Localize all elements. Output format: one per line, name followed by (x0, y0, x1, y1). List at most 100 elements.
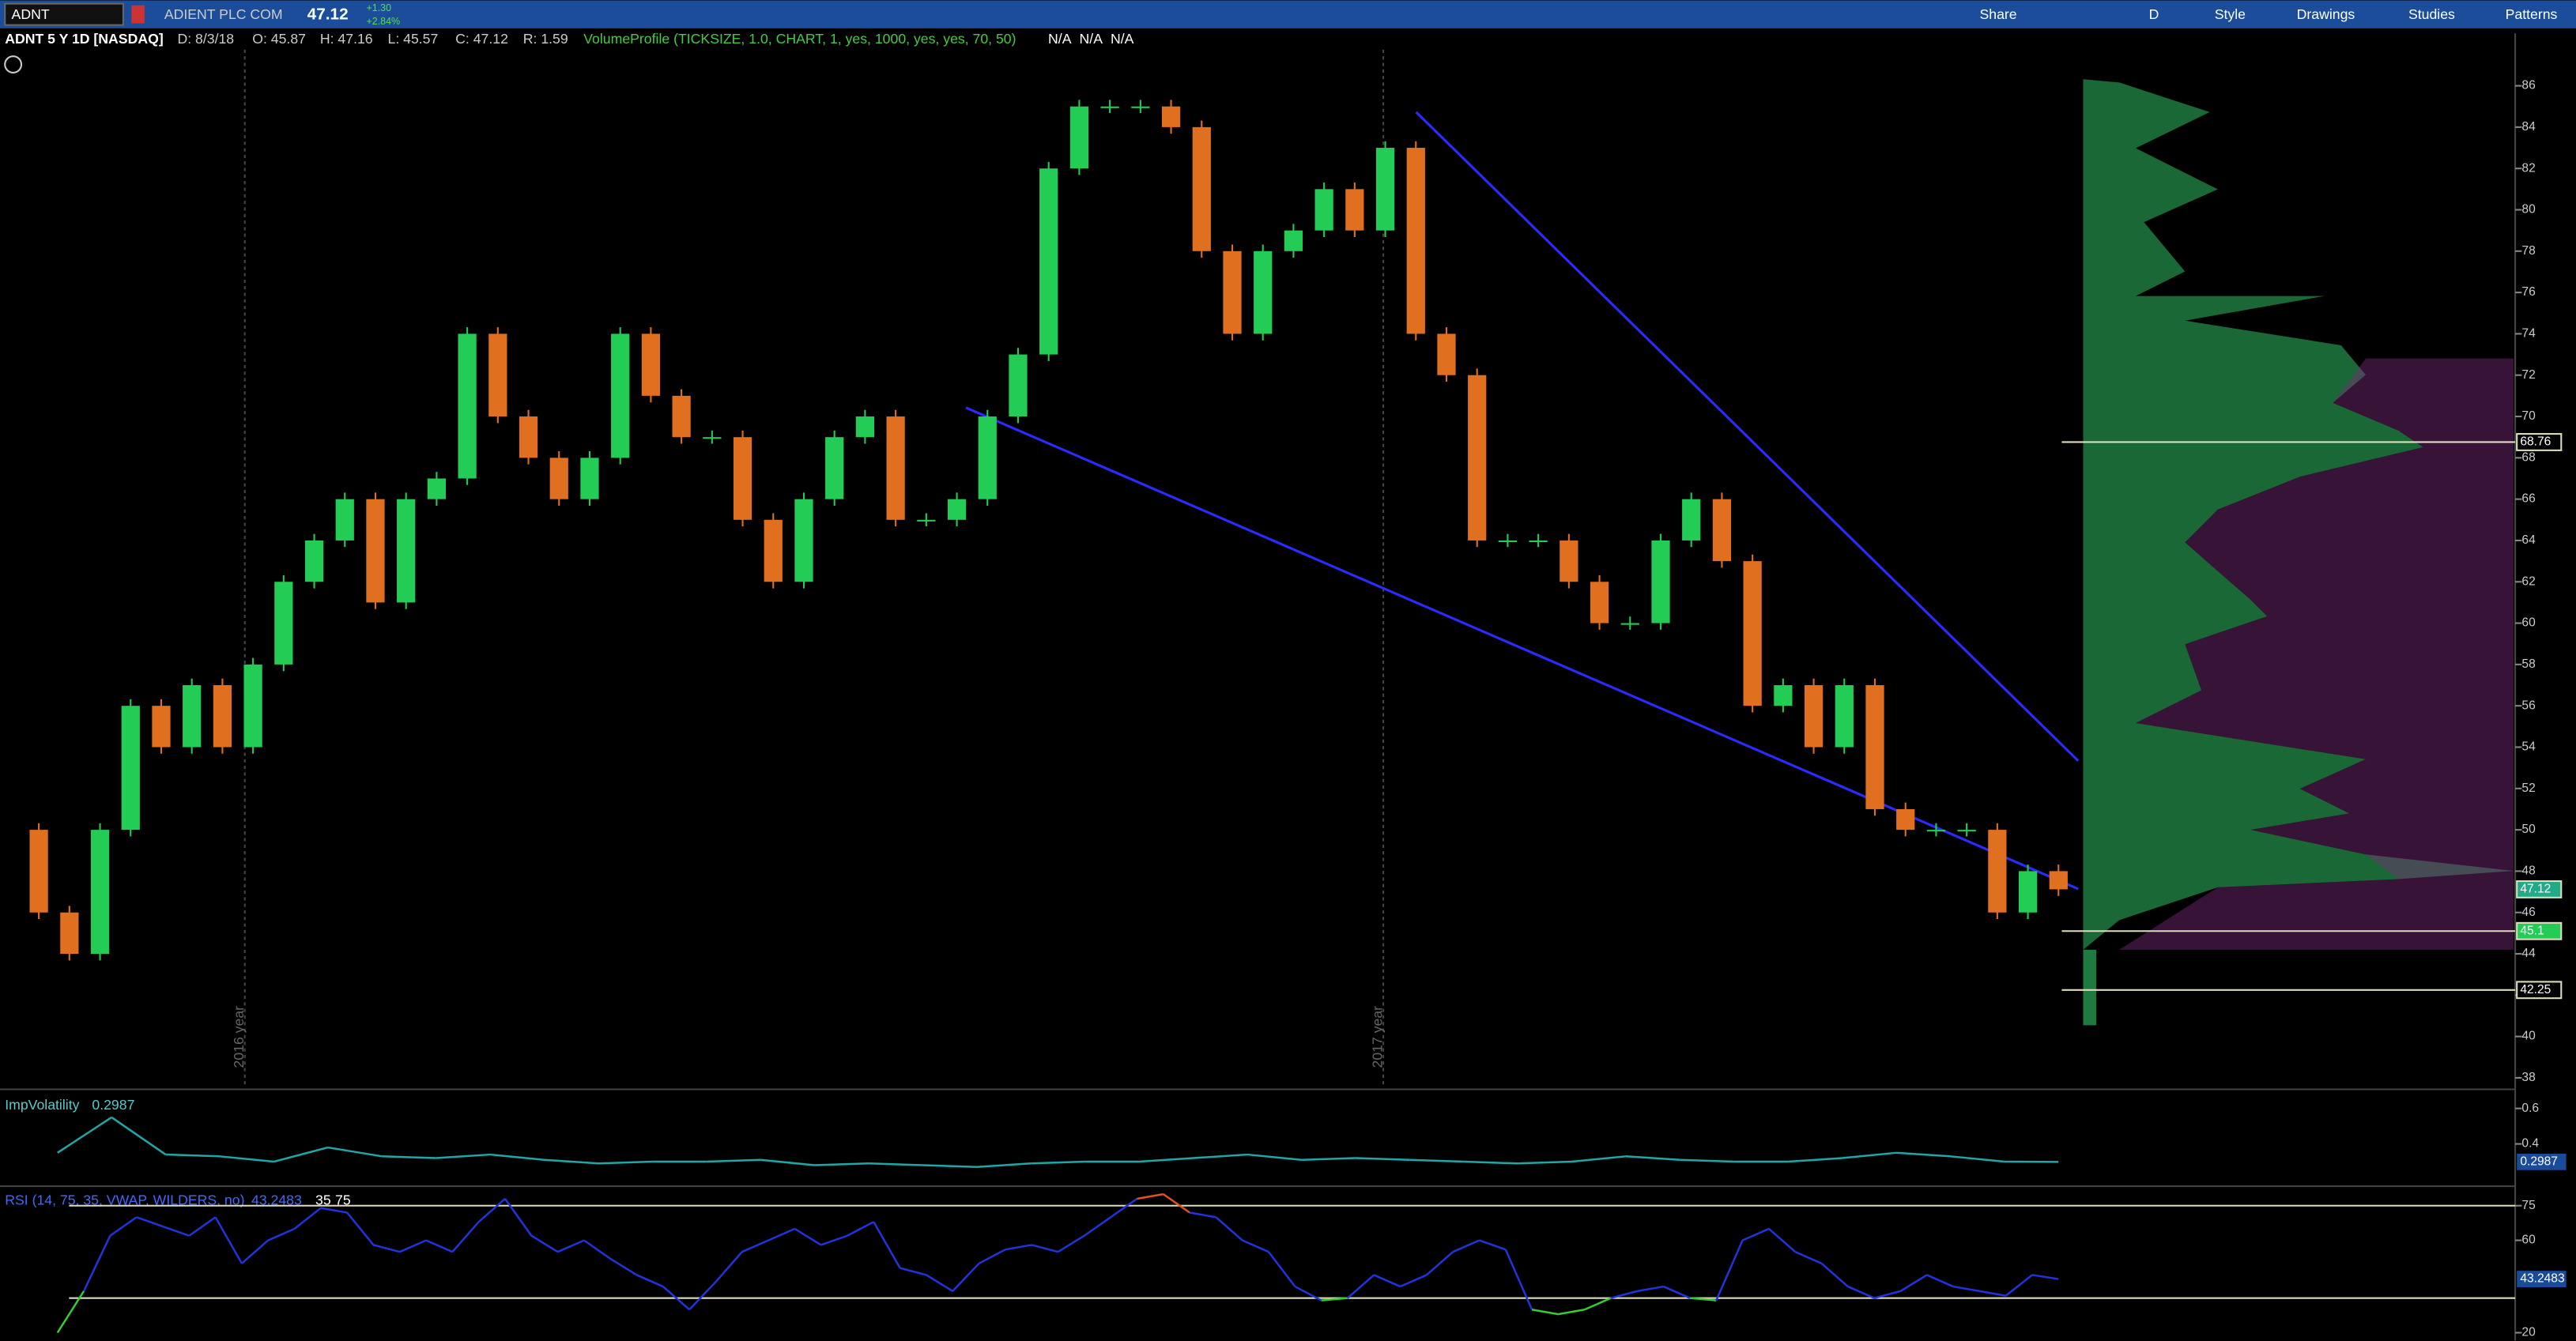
rsi-title: RSI (14, 75, 35, VWAP, WILDERS, no) (5, 1192, 244, 1208)
candle (549, 458, 568, 499)
rsi-line (1347, 1274, 1375, 1299)
na-label: N/A (1111, 31, 1134, 47)
imp_volatility-line (598, 1160, 653, 1165)
candle (1896, 808, 1915, 831)
toolbar-button[interactable]: Share (1980, 6, 2017, 22)
y-tick-label: 52 (2521, 782, 2535, 795)
imp_volatility-line (922, 1164, 977, 1169)
candle (764, 519, 783, 582)
rsi-line (1768, 1228, 1797, 1253)
candle (519, 416, 538, 458)
candle (1743, 561, 1762, 706)
info-icon[interactable] (4, 55, 23, 73)
candle (121, 706, 140, 831)
imp_volatility-line (1895, 1151, 1951, 1158)
value-tag-label: 0.2987 (2520, 1155, 2558, 1168)
imp_volatility-line (1031, 1160, 1085, 1165)
company: ADIENT PLC COM (164, 6, 283, 22)
rsi-line (346, 1211, 375, 1246)
imp_volatility-line (436, 1153, 491, 1159)
y-tick-label: 0.4 (2521, 1137, 2539, 1151)
rsi-line (662, 1286, 691, 1311)
rsi-line (715, 1251, 743, 1283)
candle (947, 499, 967, 520)
rsi-line (1610, 1290, 1638, 1299)
y-tick-label: 54 (2521, 740, 2536, 754)
study-label: VolumeProfile (TICKSIZE, 1.0, CHART, 1, … (583, 31, 1016, 47)
rsi-line (1952, 1285, 1980, 1293)
candle (2018, 871, 2038, 913)
toolbar-button[interactable]: Studies (2408, 6, 2455, 22)
rsi-line (1926, 1274, 1954, 1288)
y-tick-label: 74 (2521, 327, 2536, 341)
rsi-line (56, 1290, 85, 1334)
toolbar-button[interactable]: Drawings (2297, 6, 2355, 22)
trendline[interactable] (965, 406, 2079, 891)
rsi-line (1321, 1297, 1348, 1301)
imp_volatility-line (1950, 1155, 2005, 1163)
y-tick-label: 58 (2521, 657, 2535, 671)
candle (580, 458, 599, 499)
candle (1254, 250, 1273, 334)
imp_volatility-line (869, 1162, 923, 1166)
toolbar-button[interactable]: Style (2215, 6, 2246, 22)
rsi-line (1242, 1239, 1269, 1253)
candle (1560, 540, 1578, 582)
candle (213, 685, 232, 748)
rsi-line (1558, 1309, 1585, 1316)
trendline[interactable] (1415, 111, 2080, 762)
y-tick-label: 72 (2521, 368, 2535, 382)
candle (917, 519, 936, 522)
candle (672, 395, 691, 438)
imp_volatility-line (1409, 1158, 1464, 1163)
candle (366, 499, 385, 603)
value-tag-label: 43.2483 (2520, 1272, 2564, 1286)
candle (304, 540, 324, 582)
value-tag (2517, 1153, 2567, 1170)
candle (886, 416, 905, 520)
iv-title: ImpVolatility (5, 1097, 79, 1113)
rsi-line (1400, 1274, 1428, 1288)
candle (703, 437, 722, 439)
volume-profile (2083, 949, 2097, 1026)
candle (855, 416, 875, 438)
y-tick-label: 48 (2521, 864, 2535, 878)
rsi-line (768, 1227, 795, 1241)
toolbar-button[interactable]: D (2149, 6, 2159, 22)
price-tag-label: 47.12 (2520, 883, 2551, 896)
imp_volatility-line (1625, 1155, 1680, 1162)
flag[interactable] (131, 5, 145, 24)
candle (243, 664, 262, 748)
rsi-line (636, 1274, 664, 1288)
candle (60, 912, 79, 955)
price-tag-label: 42.25 (2520, 983, 2551, 996)
rsi-line (136, 1216, 164, 1228)
rsi-line (1715, 1240, 1744, 1301)
candle (2049, 871, 2068, 890)
rsi-line (1373, 1274, 1401, 1288)
rsi-line (1452, 1239, 1480, 1253)
candle (825, 437, 844, 499)
imp_volatility-line (1680, 1158, 1734, 1163)
ohlc-field: O: 45.87 (252, 31, 306, 47)
candle (1284, 230, 1303, 251)
candle (1406, 148, 1425, 334)
y-tick-label: 62 (2521, 574, 2535, 588)
rsi-line (477, 1198, 506, 1223)
y-tick-label: 60 (2521, 616, 2536, 630)
imp_volatility-line (489, 1153, 545, 1162)
rsi-line (952, 1262, 980, 1292)
price-tag-label: 68.76 (2520, 435, 2551, 449)
symbol-input[interactable] (4, 2, 124, 26)
toolbar (0, 0, 2576, 28)
candle (1468, 375, 1487, 541)
y-tick-label: 40 (2521, 1030, 2536, 1043)
rsi-line (557, 1239, 585, 1253)
toolbar-button[interactable]: Patterns (2506, 6, 2558, 22)
candle (1131, 106, 1150, 108)
imp_volatility-line (111, 1116, 167, 1156)
price-tag-label: 45.1 (2520, 924, 2544, 937)
rsi-line (1820, 1262, 1849, 1287)
candle (1161, 106, 1181, 127)
